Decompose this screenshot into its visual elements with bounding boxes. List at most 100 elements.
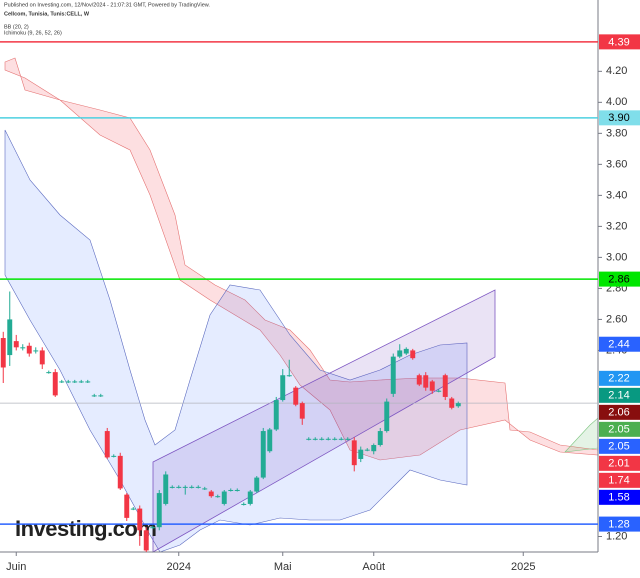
candle-body xyxy=(78,381,84,383)
price-tag-label: 2.14 xyxy=(608,390,629,402)
candle-body xyxy=(371,445,377,452)
candle-body xyxy=(299,403,305,419)
candle-body xyxy=(20,347,26,349)
candle-body xyxy=(189,486,195,488)
price-tag-label: 2.86 xyxy=(608,274,629,286)
candle-body xyxy=(65,381,71,383)
candle-body xyxy=(260,431,266,478)
candle-body xyxy=(26,345,32,354)
candle-body xyxy=(377,431,383,446)
candle-body xyxy=(403,348,409,354)
candle-body xyxy=(442,375,448,397)
price-tag xyxy=(599,110,640,126)
price-tag-label: 1.58 xyxy=(608,492,629,504)
candle-body xyxy=(234,489,240,491)
candle-body xyxy=(104,431,110,458)
y-tick-label: 4.00 xyxy=(606,96,627,108)
candle-body xyxy=(293,387,299,405)
price-tag xyxy=(599,404,640,420)
candle-body xyxy=(85,381,91,383)
x-tick-label: 2024 xyxy=(167,561,191,573)
parallel-channel xyxy=(152,289,496,553)
candle-body xyxy=(46,372,52,374)
candle-body xyxy=(423,375,429,388)
ichimoku-cloud xyxy=(4,57,599,461)
candle-body xyxy=(0,338,6,368)
candle-body xyxy=(195,486,201,488)
candle-body xyxy=(228,489,234,491)
price-tag xyxy=(599,438,640,454)
price-tag xyxy=(599,370,640,386)
candle-body xyxy=(98,395,104,397)
candle-body xyxy=(273,400,279,430)
indicator-label: Ichimoku (9, 26, 52, 26) xyxy=(4,30,62,36)
price-tag xyxy=(599,421,640,437)
x-tick-label: Mai xyxy=(274,561,292,573)
candle-body xyxy=(156,493,162,528)
candle-body xyxy=(332,438,338,440)
indicator-label: BB (20, 2) xyxy=(4,24,29,30)
candle-body xyxy=(72,381,78,383)
candle-body xyxy=(436,390,442,392)
candle-body xyxy=(247,491,253,504)
candle-body xyxy=(384,401,390,432)
candle-body xyxy=(59,381,65,383)
candle-body xyxy=(416,375,422,385)
logo: Investing.com xyxy=(15,516,156,541)
candle-body xyxy=(312,438,318,440)
bollinger-band xyxy=(4,129,468,553)
candle-body xyxy=(267,429,273,452)
candle-body xyxy=(163,474,169,504)
price-tag xyxy=(599,271,640,287)
y-tick-label: 3.20 xyxy=(606,220,627,232)
candle-body xyxy=(176,486,182,488)
candle-body xyxy=(117,455,123,489)
price-tag-label: 1.74 xyxy=(608,475,629,487)
candle-body xyxy=(202,488,208,490)
candle-body xyxy=(280,375,286,401)
price-tag-label: 2.44 xyxy=(608,339,629,351)
candle-body xyxy=(455,403,461,407)
candle-body xyxy=(410,350,416,359)
candle-body xyxy=(143,530,149,551)
price-tag xyxy=(599,516,640,532)
candle-body xyxy=(338,438,344,440)
price-tag-label: 4.39 xyxy=(608,36,629,48)
candle-body xyxy=(345,438,351,440)
y-tick-label: 3.00 xyxy=(606,251,627,263)
candle-body xyxy=(351,440,357,466)
price-tag-label: 2.22 xyxy=(608,373,629,385)
price-tag xyxy=(599,34,640,50)
candle-body xyxy=(111,455,117,457)
y-tick-label: 3.40 xyxy=(606,189,627,201)
price-tag-label: 2.01 xyxy=(608,458,629,470)
candle-body xyxy=(13,341,19,348)
y-tick-label: 4.20 xyxy=(606,65,627,77)
price-tag-label: 2.05 xyxy=(608,424,629,436)
y-tick-label: 3.60 xyxy=(606,158,627,170)
candle-body xyxy=(390,356,396,394)
candle-body xyxy=(124,494,130,518)
price-tag xyxy=(599,387,640,403)
y-tick-label: 1.20 xyxy=(606,530,627,542)
candle-body xyxy=(182,486,188,488)
candle-body xyxy=(397,350,403,357)
candle-body xyxy=(52,372,58,396)
candle-body xyxy=(208,491,214,497)
price-tag-label: 1.28 xyxy=(608,518,629,530)
symbol-title: Cellcom, Tunisia, Tunis:CELL, W xyxy=(4,11,90,17)
x-tick-label: Juin xyxy=(6,561,26,573)
price-tag-label: 2.06 xyxy=(608,407,629,419)
candle-body xyxy=(325,438,331,440)
candle-body xyxy=(364,449,370,451)
price-tag xyxy=(599,455,640,471)
candle-body xyxy=(215,496,221,498)
candle-body xyxy=(429,381,435,391)
price-tag xyxy=(599,472,640,488)
candle-body xyxy=(286,375,292,377)
candle-body xyxy=(221,491,227,504)
candle-body xyxy=(319,438,325,440)
